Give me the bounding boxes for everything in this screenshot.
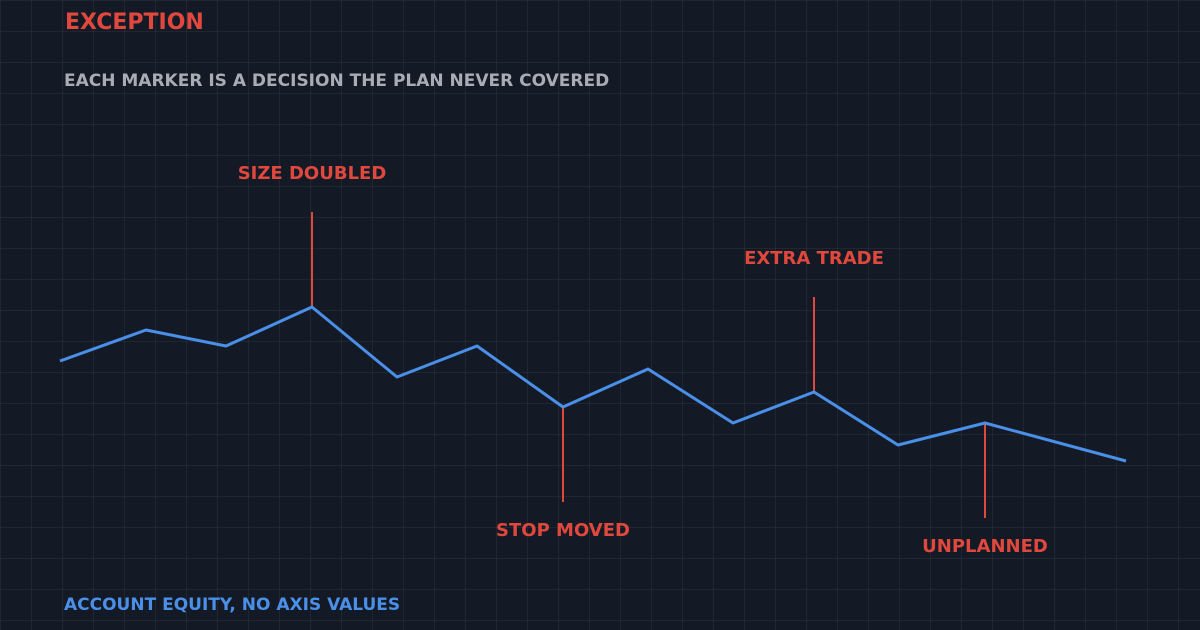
exception-label: UNPLANNED bbox=[922, 536, 1048, 557]
chart-subtitle: EACH MARKER IS A DECISION THE PLAN NEVER… bbox=[64, 71, 609, 91]
exception-label: EXTRA TRADE bbox=[744, 248, 884, 269]
exception-label: SIZE DOUBLED bbox=[238, 163, 387, 184]
chart-title: EXCEPTION bbox=[65, 10, 204, 35]
chart-note: ACCOUNT EQUITY, NO AXIS VALUES bbox=[64, 595, 400, 615]
equity-line bbox=[59, 305, 1127, 463]
exception-label: STOP MOVED bbox=[496, 520, 630, 541]
